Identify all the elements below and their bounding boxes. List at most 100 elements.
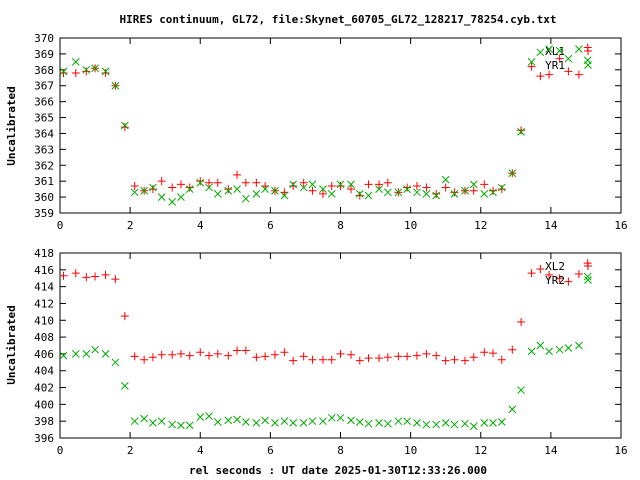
data-point-yr1 xyxy=(280,191,289,200)
legend-marker-xl1 xyxy=(584,47,592,55)
data-point-xl1 xyxy=(130,181,139,190)
y-tick-label: 414 xyxy=(34,281,54,294)
data-point-yr2 xyxy=(347,416,355,425)
data-point-yr1 xyxy=(413,188,421,197)
data-point-yr1 xyxy=(497,183,506,192)
y-tick-label: 412 xyxy=(34,297,54,310)
data-point-yr1 xyxy=(289,180,298,189)
data-point-yr2 xyxy=(517,386,525,394)
data-point-xl2 xyxy=(318,355,327,364)
x-tick-label: 8 xyxy=(337,444,344,457)
data-point-xl2 xyxy=(536,264,545,273)
data-point-yr2 xyxy=(224,416,233,425)
data-point-yr1 xyxy=(308,180,317,189)
data-point-xl2 xyxy=(327,355,336,364)
data-point-yr2 xyxy=(308,417,317,426)
data-point-yr2 xyxy=(91,345,99,354)
plot-frame xyxy=(59,252,622,439)
y-axis-label: Uncalibrated xyxy=(5,86,18,165)
data-point-xl1 xyxy=(422,183,431,192)
y-tick-label: 363 xyxy=(34,143,54,156)
data-point-xl2 xyxy=(308,355,317,364)
data-point-yr1 xyxy=(241,194,250,203)
data-point-yr1 xyxy=(121,121,129,130)
y-tick-label: 360 xyxy=(34,191,54,204)
data-point-xl2 xyxy=(517,317,526,326)
data-point-yr1 xyxy=(130,188,139,197)
y-tick-label: 400 xyxy=(34,398,54,411)
bottom-panel: 396 398 400 402 404 406 408 410 412 414 416 418 0 2 4 6… xyxy=(5,247,628,457)
data-point-yr2 xyxy=(140,414,149,423)
y-tick-label: 368 xyxy=(34,64,54,77)
data-point-yr1 xyxy=(185,185,194,193)
y-tick-label: 398 xyxy=(34,415,54,428)
y-tick-label: 359 xyxy=(34,207,54,220)
data-point-yr1 xyxy=(140,186,149,195)
data-point-yr2 xyxy=(121,382,129,390)
data-point-yr2 xyxy=(261,416,269,425)
data-point-xl1 xyxy=(517,126,526,135)
data-point-yr2 xyxy=(149,419,157,427)
x-tick-label: 8 xyxy=(337,219,344,232)
data-point-xl1 xyxy=(432,189,441,198)
x-tick-label: 0 xyxy=(57,219,64,232)
data-point-xl2 xyxy=(91,272,100,281)
data-point-yr1 xyxy=(355,190,364,198)
data-point-xl1 xyxy=(185,183,194,192)
data-point-xl2 xyxy=(480,348,489,357)
data-point-xl2 xyxy=(545,270,554,279)
x-tick-label: 6 xyxy=(267,444,274,457)
y-tick-label: 396 xyxy=(34,432,54,445)
legend-label-yr1: YR1 xyxy=(545,59,565,72)
data-point-yr2 xyxy=(575,341,583,350)
data-point-xl2 xyxy=(299,352,308,361)
data-point-yr1 xyxy=(347,180,355,189)
data-point-yr2 xyxy=(375,419,383,427)
data-point-xl1 xyxy=(497,185,506,194)
data-point-yr2 xyxy=(394,417,403,426)
x-tick-label: 16 xyxy=(614,219,627,232)
data-point-xl1 xyxy=(412,181,421,190)
y-tick-label: 416 xyxy=(34,264,54,277)
data-point-yr2 xyxy=(564,344,573,352)
y-tick-label: 361 xyxy=(34,175,54,188)
x-tick-label: 4 xyxy=(197,219,204,232)
data-point-xl1 xyxy=(364,180,373,189)
data-point-xl1 xyxy=(233,170,242,179)
data-point-yr2 xyxy=(71,350,80,358)
x-tick-label: 2 xyxy=(127,444,134,457)
y-tick-label: 408 xyxy=(34,331,54,344)
data-point-yr2 xyxy=(233,415,241,424)
data-point-xl1 xyxy=(555,54,564,63)
data-point-xl1 xyxy=(480,180,489,189)
data-point-yr2 xyxy=(82,350,91,358)
data-point-yr1 xyxy=(168,198,177,206)
data-point-xl2 xyxy=(364,354,373,363)
legend-label-xl2: XL2 xyxy=(545,260,565,273)
data-point-yr1 xyxy=(233,185,241,193)
data-point-xl1 xyxy=(383,178,392,187)
data-point-yr1 xyxy=(111,81,120,90)
data-point-xl1 xyxy=(441,183,450,192)
y-tick-label: 362 xyxy=(34,159,54,172)
data-point-yr1 xyxy=(252,190,261,198)
data-point-yr2 xyxy=(252,419,261,427)
y-tick-label: 402 xyxy=(34,382,54,395)
data-point-yr2 xyxy=(196,413,205,421)
data-point-xl2 xyxy=(289,356,298,365)
data-point-yr2 xyxy=(157,417,166,426)
data-point-xl2 xyxy=(111,275,120,284)
data-point-xl2 xyxy=(82,273,91,282)
x-tick-label: 14 xyxy=(544,444,558,457)
data-point-yr1 xyxy=(480,190,489,198)
data-point-xl2 xyxy=(224,351,233,360)
data-point-yr1 xyxy=(383,188,392,197)
data-point-xl1 xyxy=(59,69,68,77)
data-point-xl1 xyxy=(450,188,459,197)
data-point-yr1 xyxy=(224,186,233,195)
y-tick-label: 370 xyxy=(34,32,54,45)
data-point-yr1 xyxy=(91,64,99,73)
data-point-xl2 xyxy=(233,346,242,355)
data-point-xl2 xyxy=(527,269,536,278)
